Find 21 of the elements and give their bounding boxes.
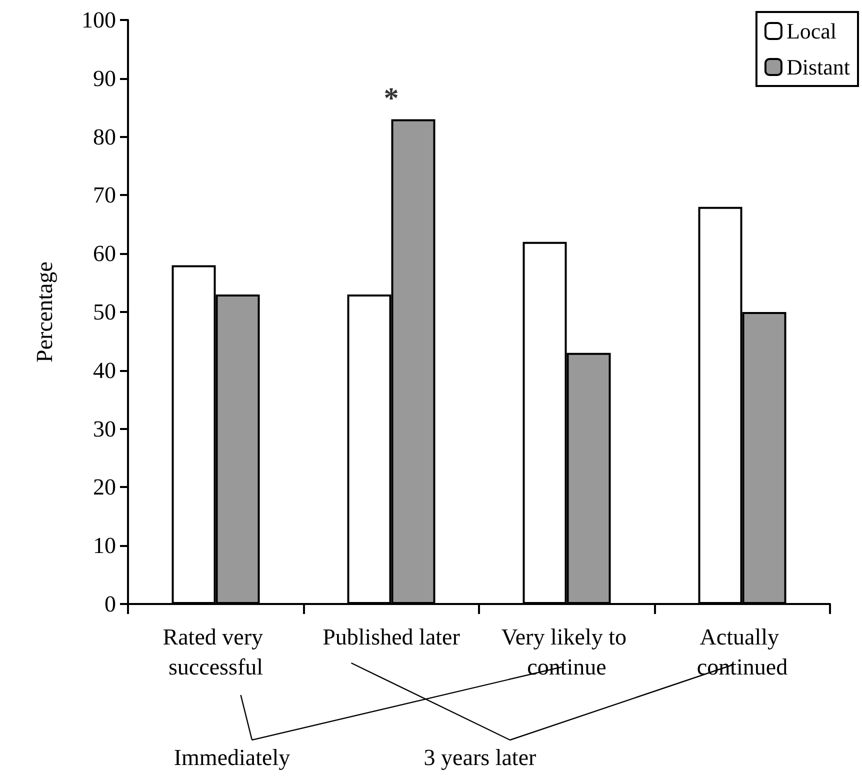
annotation: * [384, 82, 399, 115]
y-tick-label: 90 [93, 66, 116, 91]
text: 3 years later [424, 745, 536, 771]
x-tick-label: Actually continued [696, 624, 788, 680]
y-tick-label: 30 [93, 416, 116, 442]
y-tick-label: 50 [93, 300, 116, 324]
text: Immediately [174, 745, 290, 771]
y-tick-label: 20 [93, 474, 116, 500]
y-tick-label: 70 [93, 182, 116, 208]
y-tick-label: 0 [104, 592, 116, 616]
x-tick-label: Published later [322, 624, 460, 650]
y-tick-label: 10 [93, 533, 116, 558]
y-axis-title: Percentage [32, 262, 57, 362]
y-tick-label: 60 [93, 241, 116, 266]
legend-label: Local [786, 18, 837, 44]
x-tick-label: Very likely to continue [501, 624, 632, 680]
y-tick-label: 80 [93, 124, 116, 150]
x-tick-label: Rated very successful [162, 624, 269, 680]
y-tick-label: 100 [82, 8, 116, 32]
y-tick-label: 40 [93, 358, 116, 383]
legend-label: Distant [786, 54, 850, 80]
